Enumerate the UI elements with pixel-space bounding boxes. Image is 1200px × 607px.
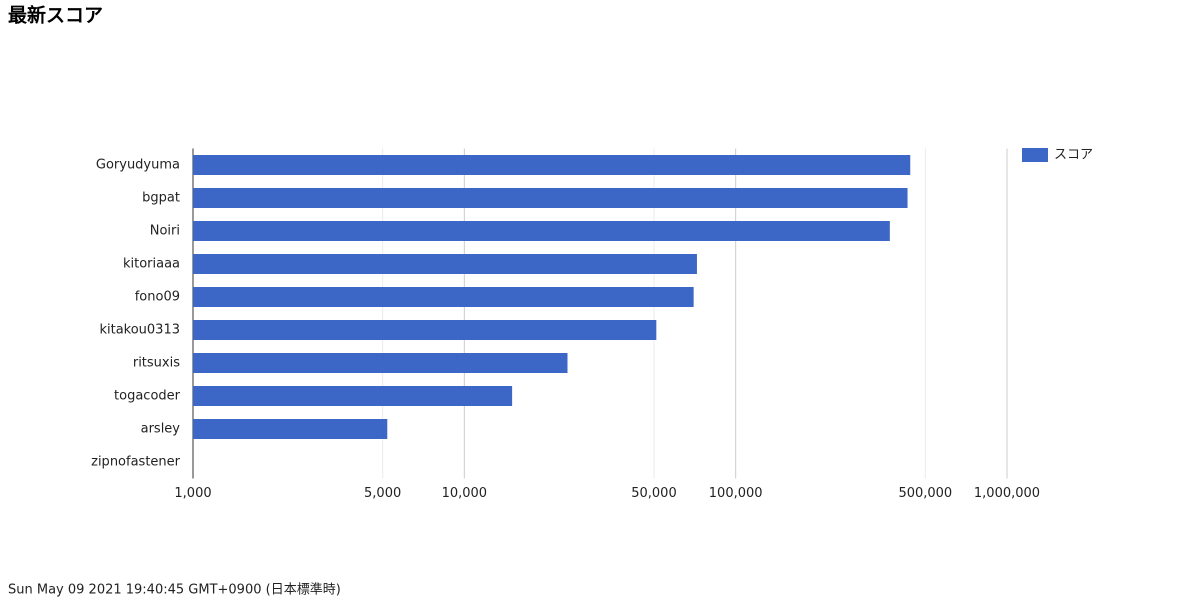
- legend-label: スコア: [1054, 148, 1093, 163]
- y-tick-label: fono09: [135, 290, 180, 305]
- x-tick-label: 100,000: [709, 486, 763, 501]
- x-tick-label: 1,000: [174, 486, 211, 501]
- y-tick-label: Goryudyuma: [96, 158, 180, 173]
- bar: [193, 254, 697, 274]
- y-tick-label: zipnofastener: [91, 455, 181, 470]
- bar: [193, 221, 890, 241]
- timestamp: Sun May 09 2021 19:40:45 GMT+0900 (日本標準時…: [8, 582, 341, 598]
- y-tick-label: arsley: [141, 422, 181, 437]
- bar: [193, 353, 568, 373]
- y-tick-label: Noiri: [150, 224, 180, 239]
- y-tick-label: bgpat: [142, 191, 180, 206]
- y-tick-label: togacoder: [114, 389, 181, 404]
- x-tick-label: 5,000: [364, 486, 401, 501]
- chart-title: 最新スコア: [8, 4, 103, 27]
- bar: [193, 386, 513, 406]
- bar: [193, 188, 908, 208]
- bar: [193, 155, 911, 175]
- y-tick-label: kitoriaaa: [123, 257, 180, 272]
- y-tick-label: ritsuxis: [133, 356, 180, 371]
- y-tick-label: kitakou0313: [99, 323, 180, 338]
- bar: [193, 287, 694, 307]
- bar: [193, 419, 388, 439]
- bar: [193, 320, 657, 340]
- x-tick-label: 50,000: [631, 486, 677, 501]
- x-tick-label: 1,000,000: [974, 486, 1040, 501]
- x-tick-label: 500,000: [898, 486, 952, 501]
- legend-swatch: [1022, 148, 1048, 162]
- x-tick-label: 10,000: [442, 486, 488, 501]
